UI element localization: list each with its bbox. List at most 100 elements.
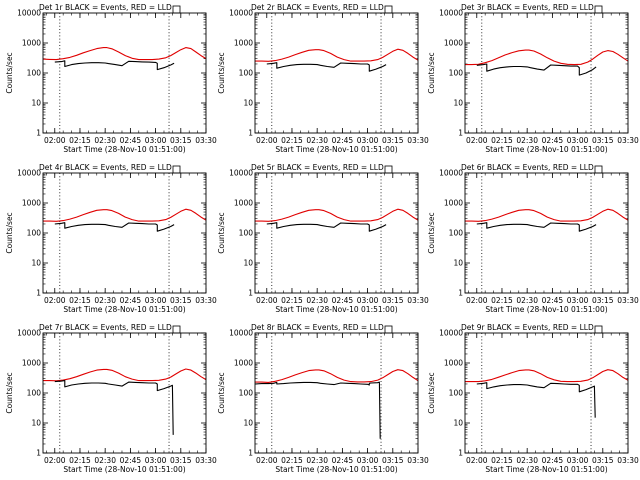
x-tick-label: 02:30 <box>94 296 116 305</box>
y-tick-label: 1000 <box>444 39 463 48</box>
detector-panel-3: Det 3r BLACK = Events, RED = LLD 1 10 100 10… <box>427 3 639 154</box>
x-tick-label: 02:00 <box>256 136 278 145</box>
y-tick-label: 1000 <box>22 39 41 48</box>
lld-series-line <box>465 369 628 383</box>
y-tick-label: 10 <box>453 259 463 268</box>
detector-panel-4: Det 4r BLACK = Events, RED = LLD 1 10 100 10… <box>5 163 217 314</box>
plot-frame <box>254 332 419 454</box>
panel-title: Det 7r BLACK = Events, RED = LLD <box>39 323 172 332</box>
x-tick-label: 02:30 <box>94 456 116 465</box>
events-series-line <box>476 63 597 76</box>
y-tick-label: 10 <box>243 419 253 428</box>
x-tick-label: 02:15 <box>69 136 91 145</box>
y-tick-label: 1 <box>36 129 41 138</box>
detector-panel-7: Det 7r BLACK = Events, RED = LLD 1 10 100 10… <box>5 323 217 474</box>
x-tick-label: 03:00 <box>567 296 589 305</box>
legend-box <box>384 165 393 174</box>
y-axis-label: Counts/sec <box>5 52 14 93</box>
x-tick-label: 02:30 <box>306 296 328 305</box>
plot-frame <box>464 12 629 134</box>
x-axis-label: Start Time (28-Nov-10 01:51:00) <box>485 465 607 474</box>
x-tick-label: 02:30 <box>516 456 538 465</box>
y-tick-label: 1000 <box>444 199 463 208</box>
y-axis-label: Counts/sec <box>427 372 436 413</box>
x-axis-label: Start Time (28-Nov-10 01:51:00) <box>485 145 607 154</box>
events-series-line <box>54 222 175 232</box>
panel-title: Det 9r BLACK = Events, RED = LLD <box>461 323 594 332</box>
series-group <box>255 208 418 232</box>
y-tick-label: 100 <box>27 389 42 398</box>
detector-panel-2: Det 2r BLACK = Events, RED = LLD 1 10 100 10… <box>217 3 429 154</box>
x-tick-label: 03:15 <box>592 456 614 465</box>
legend-box <box>594 5 603 14</box>
x-tick-label: 02:30 <box>306 456 328 465</box>
x-tick-label: 02:45 <box>542 136 564 145</box>
x-tick-label: 03:30 <box>617 456 639 465</box>
x-tick-label: 02:00 <box>44 456 66 465</box>
legend-box <box>172 5 181 14</box>
events-series-line <box>54 380 174 435</box>
x-tick-label: 02:00 <box>44 136 66 145</box>
legend-box <box>594 325 603 334</box>
y-tick-label: 10 <box>243 99 253 108</box>
y-tick-label: 1 <box>248 449 253 458</box>
y-tick-label: 1 <box>36 289 41 298</box>
x-tick-label: 02:15 <box>281 456 303 465</box>
series-group <box>465 208 628 232</box>
series-group <box>255 48 418 72</box>
panel-title: Det 4r BLACK = Events, RED = LLD <box>39 163 172 172</box>
x-tick-label: 02:45 <box>120 136 142 145</box>
x-tick-label: 02:00 <box>44 296 66 305</box>
y-tick-label: 10000 <box>17 9 41 18</box>
x-tick-label: 03:00 <box>145 136 167 145</box>
events-series-line <box>266 62 387 72</box>
legend-box <box>384 325 393 334</box>
x-tick-label: 02:45 <box>332 136 354 145</box>
y-tick-label: 1 <box>458 289 463 298</box>
detector-panel-8: Det 8r BLACK = Events, RED = LLD 1 10 100 10… <box>217 323 429 474</box>
y-tick-label: 10 <box>453 99 463 108</box>
plot-frame <box>42 12 207 134</box>
panel-title: Det 1r BLACK = Events, RED = LLD <box>39 3 172 12</box>
plot-frame <box>464 332 629 454</box>
y-axis-label: Counts/sec <box>217 212 226 253</box>
y-axis-label: Counts/sec <box>217 52 226 93</box>
x-tick-label: 02:15 <box>491 456 513 465</box>
y-tick-label: 1000 <box>22 199 41 208</box>
y-axis-label: Counts/sec <box>5 372 14 413</box>
y-tick-label: 10 <box>31 99 41 108</box>
y-tick-label: 10000 <box>229 169 253 178</box>
x-tick-label: 03:00 <box>357 136 379 145</box>
x-tick-label: 03:15 <box>382 136 404 145</box>
y-tick-label: 100 <box>27 69 42 78</box>
x-tick-label: 03:00 <box>357 296 379 305</box>
y-tick-label: 1 <box>248 129 253 138</box>
y-tick-label: 100 <box>239 389 254 398</box>
y-tick-label: 1 <box>458 129 463 138</box>
y-tick-label: 10000 <box>439 329 463 338</box>
y-tick-label: 1000 <box>234 199 253 208</box>
x-tick-label: 03:30 <box>617 296 639 305</box>
panel-title: Det 5r BLACK = Events, RED = LLD <box>251 163 384 172</box>
x-tick-label: 03:30 <box>407 296 429 305</box>
y-tick-label: 10000 <box>439 9 463 18</box>
detector-panel-1: Det 1r BLACK = Events, RED = LLD 1 10 100 10… <box>5 3 217 154</box>
detector-panel-5: Det 5r BLACK = Events, RED = LLD 1 10 100 10… <box>217 163 429 314</box>
x-tick-label: 03:00 <box>145 296 167 305</box>
lld-series-line <box>43 208 206 222</box>
x-axis-label: Start Time (28-Nov-10 01:51:00) <box>275 145 397 154</box>
lld-series-line <box>43 47 206 61</box>
legend-box <box>594 165 603 174</box>
lld-series-line <box>255 369 418 383</box>
plot-frame <box>254 12 419 134</box>
x-tick-label: 03:15 <box>170 296 192 305</box>
y-axis-label: Counts/sec <box>427 212 436 253</box>
x-tick-label: 02:15 <box>69 456 91 465</box>
lld-series-line <box>255 48 418 62</box>
y-tick-label: 1000 <box>22 359 41 368</box>
x-tick-label: 03:30 <box>195 456 217 465</box>
panel-title: Det 2r BLACK = Events, RED = LLD <box>251 3 384 12</box>
x-axis-label: Start Time (28-Nov-10 01:51:00) <box>63 145 185 154</box>
x-tick-label: 02:45 <box>120 296 142 305</box>
